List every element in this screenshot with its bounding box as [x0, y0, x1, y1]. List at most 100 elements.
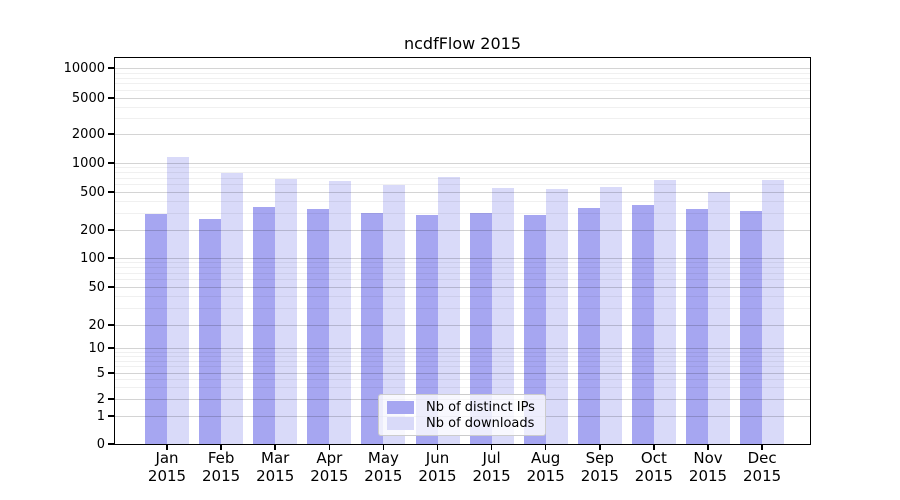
y-tick-label-50: 50 [88, 279, 105, 295]
gridline-minor-9 [115, 351, 810, 353]
x-tick-month-dec: Dec [747, 449, 777, 467]
x-tick-label-jul: Jul 2015 [457, 449, 527, 485]
x-tick-label-feb: Feb 2015 [186, 449, 256, 485]
legend-item-distinct-ips: Nb of distinct IPs [379, 399, 545, 415]
y-tick-mark-5000 [108, 97, 115, 99]
gridline-minor-40 [115, 296, 810, 298]
y-tick-mark-5 [108, 372, 115, 374]
x-tick-month-aug: Aug [531, 449, 561, 467]
bar-nb-of-downloads-oct [653, 179, 676, 444]
x-tick-year-may: 2015 [364, 467, 403, 485]
x-tick-year-apr: 2015 [310, 467, 349, 485]
gridline-major-10000 [115, 68, 810, 69]
legend-item-downloads: Nb of downloads [379, 415, 545, 431]
x-tick-mark-oct [653, 444, 655, 450]
x-tick-mark-sep [599, 444, 601, 450]
x-tick-label-nov: Nov 2015 [673, 449, 743, 485]
x-tick-label-jan: Jan 2015 [132, 449, 202, 485]
gridline-minor-900 [115, 167, 810, 169]
bar-nb-of-downloads-may [383, 185, 406, 444]
y-tick-label-20: 20 [88, 317, 105, 333]
y-tick-mark-20 [108, 324, 115, 326]
gridline-minor-600 [115, 184, 810, 186]
gridline-minor-8 [115, 356, 810, 358]
bar-nb-of-downloads-mar [275, 179, 298, 444]
y-tick-mark-10000 [108, 67, 115, 69]
x-tick-month-apr: Apr [316, 449, 343, 467]
x-tick-label-aug: Aug 2015 [511, 449, 581, 485]
gridline-minor-3 [115, 387, 810, 389]
bar-nb-of-downloads-sep [599, 186, 622, 444]
x-tick-month-feb: Feb [207, 449, 235, 467]
gridline-major-1000 [115, 163, 810, 164]
bar-nb-of-distinct-ips-dec [740, 211, 763, 444]
bar-nb-of-distinct-ips-jun [415, 214, 438, 444]
y-tick-label-1000: 1000 [71, 155, 105, 171]
legend-label-distinct-ips: Nb of distinct IPs [426, 399, 535, 415]
gridline-major-20 [115, 325, 810, 326]
x-tick-mark-feb [220, 444, 222, 450]
x-tick-mark-jun [436, 444, 439, 450]
x-tick-year-jul: 2015 [472, 467, 511, 485]
x-tick-year-feb: 2015 [202, 467, 241, 485]
gridline-minor-80 [115, 267, 810, 269]
x-tick-mark-dec [761, 444, 763, 450]
legend-swatch-downloads [387, 416, 414, 430]
x-tick-month-sep: Sep [585, 449, 614, 467]
x-tick-year-jan: 2015 [147, 467, 187, 485]
gridline-minor-8000 [115, 77, 810, 79]
bar-nb-of-distinct-ips-oct [631, 204, 654, 444]
y-tick-mark-2 [108, 398, 115, 400]
y-tick-label-2000: 2000 [71, 126, 105, 142]
gridline-minor-7 [115, 360, 810, 362]
bar-nb-of-distinct-ips-aug [523, 215, 546, 444]
x-tick-label-oct: Oct 2015 [619, 449, 689, 485]
gridline-minor-7000 [115, 83, 810, 85]
y-tick-label-10000: 10000 [63, 60, 105, 76]
bar-nb-of-distinct-ips-jul [469, 212, 492, 444]
x-tick-month-jan: Jan [155, 449, 179, 467]
plot-area [115, 58, 810, 444]
gridline-minor-4 [115, 379, 810, 381]
y-tick-label-200: 200 [80, 222, 105, 238]
bar-nb-of-downloads-feb [221, 172, 244, 444]
gridline-major-50 [115, 287, 810, 288]
legend: Nb of distinct IPs Nb of downloads [378, 394, 546, 436]
gridline-minor-90 [115, 262, 810, 264]
x-tick-label-sep: Sep 2015 [565, 449, 635, 485]
bar-nb-of-distinct-ips-sep [577, 208, 600, 444]
x-tick-month-mar: Mar [261, 449, 290, 467]
bar-nb-of-distinct-ips-apr [307, 209, 330, 444]
y-tick-mark-2000 [108, 133, 115, 135]
y-tick-label-100: 100 [80, 250, 105, 266]
bar-nb-of-downloads-jun [437, 177, 460, 444]
y-tick-mark-1000 [108, 162, 115, 164]
gridline-minor-30 [115, 308, 810, 310]
x-tick-year-oct: 2015 [634, 467, 673, 485]
bar-nb-of-distinct-ips-jan [145, 213, 167, 444]
gridline-minor-4000 [115, 106, 810, 108]
x-tick-mark-jul [490, 444, 493, 450]
y-tick-label-5: 5 [96, 365, 105, 381]
x-tick-mark-apr [328, 444, 331, 450]
bar-nb-of-distinct-ips-nov [686, 209, 708, 444]
x-tick-mark-mar [274, 444, 276, 450]
y-tick-label-2: 2 [96, 391, 105, 407]
gridline-major-200 [115, 230, 810, 231]
gridline-minor-3000 [115, 118, 810, 120]
y-tick-mark-500 [108, 191, 115, 193]
y-tick-label-0: 0 [96, 436, 105, 452]
bar-nb-of-downloads-jul [491, 188, 514, 444]
x-tick-mark-jan [166, 444, 168, 450]
x-tick-month-jul: Jul [482, 449, 501, 467]
bar-nb-of-distinct-ips-feb [199, 219, 222, 444]
x-tick-month-nov: Nov [693, 449, 723, 467]
x-tick-year-dec: 2015 [743, 467, 782, 485]
gridline-minor-300 [115, 213, 810, 215]
bar-nb-of-downloads-dec [762, 179, 785, 444]
gridline-minor-800 [115, 172, 810, 174]
gridline-major-100 [115, 258, 810, 259]
y-tick-mark-50 [108, 286, 115, 288]
x-tick-label-apr: Apr 2015 [294, 449, 364, 485]
